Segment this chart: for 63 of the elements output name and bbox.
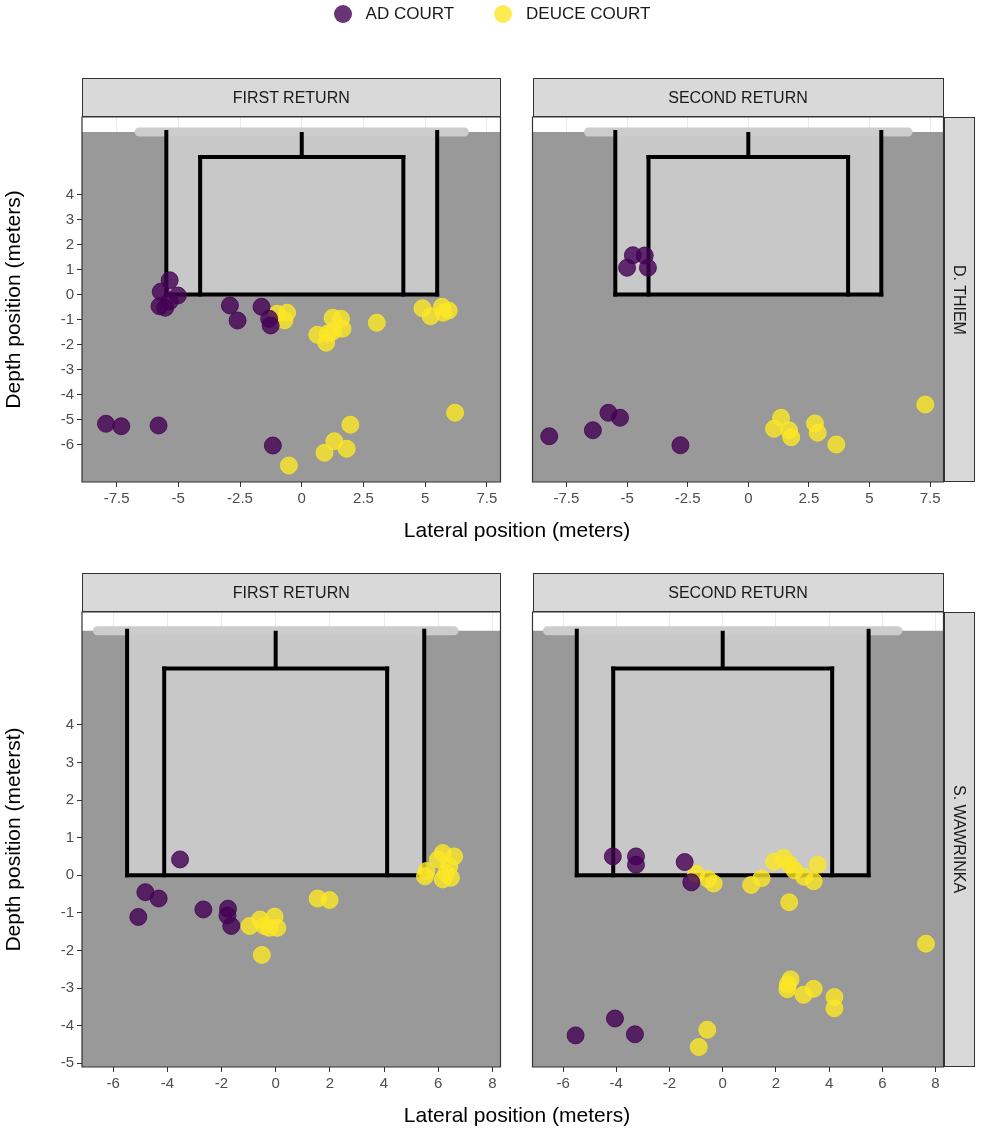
x-tick-label: 7.5 (476, 489, 498, 507)
y-tick-label: -5 (60, 1053, 74, 1071)
x-tick-label: 0 (297, 489, 306, 507)
x-tick-label: 0 (718, 1074, 727, 1092)
y-tick-label: 2 (65, 234, 74, 252)
x-tick-label: -6 (556, 1074, 570, 1092)
y-tick-label: -4 (60, 1015, 74, 1033)
x-tick-label: -4 (609, 1074, 623, 1092)
x-tick-label: 6 (878, 1074, 887, 1092)
y-tick-label: 4 (65, 714, 74, 732)
y-tick-label: 3 (65, 752, 74, 770)
x-tick-label: 6 (434, 1074, 443, 1092)
text: S. WAWRINKA (950, 785, 968, 894)
x-tick-label: 0 (744, 489, 753, 507)
y-tick-label: 2 (65, 790, 74, 808)
x-tick-label: -2.5 (227, 489, 253, 507)
x-tick-label: 4 (379, 1074, 389, 1092)
chart-title: FIRST RETURN (82, 573, 501, 612)
x-tick-label: 2 (771, 1074, 781, 1092)
y-tick-label: -1 (60, 902, 74, 920)
y-tick-label: -2 (60, 940, 74, 958)
x-tick-label: 8 (931, 1074, 940, 1092)
y-tick-label: 0 (65, 284, 74, 302)
chart-title: SECOND RETURN (532, 573, 944, 612)
chart-title: SECOND RETURN (532, 78, 944, 117)
x-axis-title: Lateral position (meters) (402, 518, 632, 542)
y-axis-title: Depth position (meterst) (1, 727, 25, 952)
x-tick-label: 8 (488, 1074, 497, 1092)
x-tick-label: 2 (325, 1074, 335, 1092)
legend-label: DEUCE COURT (526, 4, 651, 24)
y-tick-label: -3 (60, 978, 74, 996)
y-tick-label: -3 (60, 359, 74, 377)
y-tick-label: 1 (65, 827, 74, 845)
y-tick-label: -2 (60, 334, 74, 352)
y-tick-label: 3 (65, 209, 74, 227)
x-tick-label: -7.5 (553, 489, 580, 507)
y-tick-label: -4 (60, 384, 74, 402)
x-tick-label: -2 (662, 1074, 677, 1092)
x-tick-label: 2.5 (353, 489, 374, 507)
y-tick-label: -6 (60, 434, 74, 452)
chart-title: FIRST RETURN (82, 78, 501, 117)
x-tick-label: -2.5 (674, 489, 701, 507)
x-tick-label: 4 (824, 1074, 834, 1092)
x-tick-label: -5 (171, 489, 185, 507)
y-tick-label: 1 (65, 259, 74, 277)
x-tick-label: 5 (865, 489, 874, 507)
x-tick-label: -4 (160, 1074, 174, 1092)
x-tick-label: -5 (620, 489, 634, 507)
y-axis-title: Depth position (meters) (1, 190, 25, 409)
y-tick-label: 0 (65, 865, 74, 883)
x-axis-title: Lateral position (meters) (402, 1103, 632, 1127)
x-tick-label: 0 (271, 1074, 280, 1092)
y-tick-label: 4 (65, 184, 74, 202)
text: D. THIEM (950, 264, 968, 335)
x-tick-label: 5 (421, 489, 430, 507)
x-tick-label: -7.5 (103, 489, 130, 507)
y-tick-label: -5 (60, 409, 74, 427)
x-tick-label: 7.5 (919, 489, 941, 507)
y-tick-label: -1 (60, 309, 74, 327)
x-tick-label: 2.5 (798, 489, 820, 507)
x-tick-label: -2 (214, 1074, 229, 1092)
legend-label: AD COURT (365, 4, 455, 24)
x-tick-label: -6 (106, 1074, 120, 1092)
